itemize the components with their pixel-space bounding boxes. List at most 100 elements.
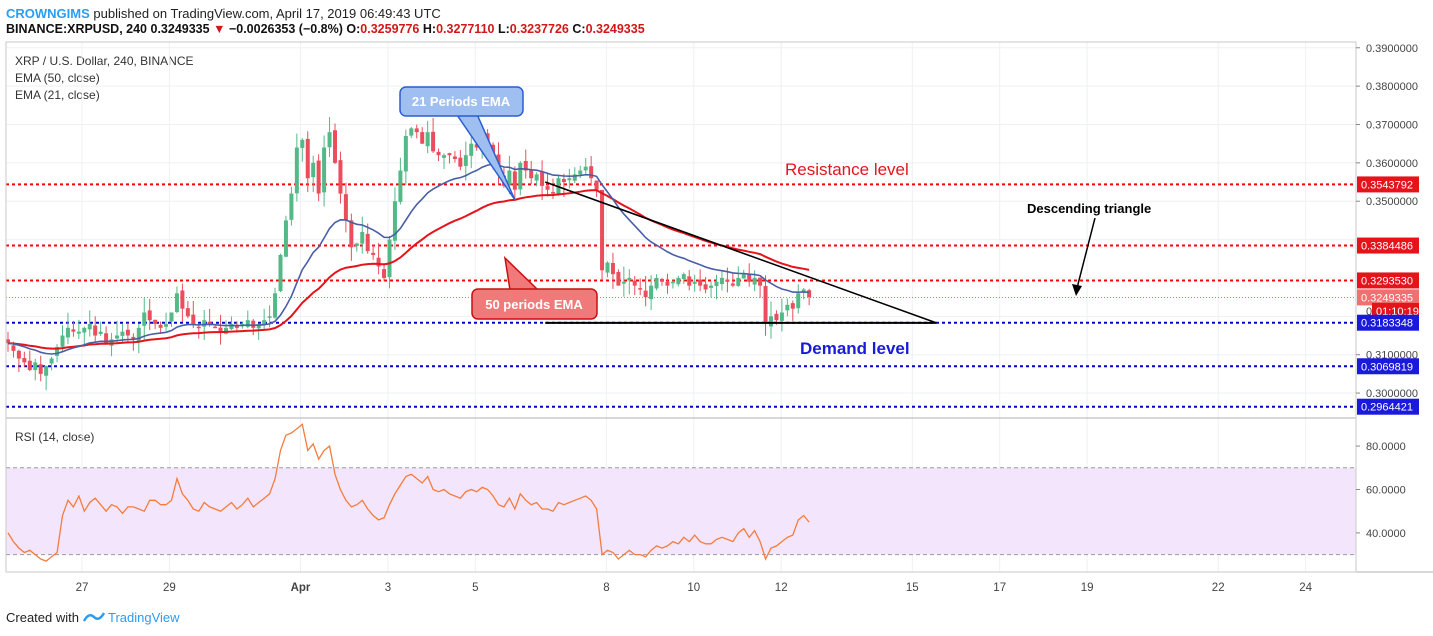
- candle-body: [545, 186, 550, 190]
- candle-body: [267, 316, 272, 318]
- candle-body: [322, 147, 327, 193]
- candle-body: [583, 166, 588, 171]
- candle-body: [87, 324, 92, 330]
- candle-body: [654, 277, 659, 289]
- candle-body: [725, 279, 730, 282]
- candle-body: [790, 303, 795, 309]
- candle-body: [300, 139, 305, 148]
- candle-body: [507, 170, 512, 185]
- candle-body: [218, 327, 223, 332]
- candle-body: [649, 285, 654, 300]
- candle-body: [343, 194, 348, 221]
- author-name[interactable]: CROWNGIMS: [6, 6, 90, 21]
- rsi-tick-label: 60.0000: [1366, 484, 1406, 496]
- legend-ema21[interactable]: EMA (21, close): [15, 88, 100, 102]
- ema21-callout: 21 Periods EMA: [399, 86, 524, 201]
- price-tag-label: 0.3069819: [1361, 361, 1413, 373]
- candle-body: [49, 358, 54, 364]
- tradingview-logo-icon: [82, 611, 105, 626]
- candle-body: [779, 312, 784, 321]
- price-tag-box: [1357, 289, 1419, 306]
- candle-body: [714, 281, 719, 287]
- candle-body: [316, 160, 321, 194]
- low-label: L:: [497, 22, 510, 36]
- price-tag-box: [1357, 237, 1419, 254]
- price-axis: 0.3900000 0.3800000 0.3700000 0.3600000 0.35…: [1356, 43, 1418, 400]
- candle-body: [763, 286, 768, 324]
- price-tag-box: [1357, 176, 1419, 193]
- candle-body: [136, 327, 141, 342]
- candle-body: [518, 162, 523, 190]
- candle-body: [11, 345, 16, 351]
- triangle-upper-line: [544, 181, 937, 324]
- y-tick-label: 0.3700000: [1366, 119, 1418, 131]
- candle-body: [245, 320, 250, 327]
- ema50-callout-text: 50 periods EMA: [485, 297, 583, 312]
- ema50-line: [7, 189, 810, 350]
- price-tag-label: 0.3183348: [1361, 318, 1413, 330]
- candle-body: [289, 193, 294, 220]
- legend-rsi[interactable]: RSI (14, close): [15, 430, 95, 444]
- ema50-callout: 50 periods EMA: [471, 255, 598, 320]
- candle-body: [796, 293, 801, 309]
- candle-body: [758, 277, 763, 286]
- candle-body: [681, 274, 686, 279]
- candle-body: [311, 162, 316, 178]
- candle-body: [229, 324, 234, 330]
- y-tick-label: 0.3600000: [1366, 158, 1418, 170]
- candle-body: [16, 350, 21, 359]
- candle-body: [436, 151, 441, 156]
- resistance-label: Resistance level: [785, 160, 909, 179]
- tradingview-brand[interactable]: TradingView: [108, 610, 180, 625]
- rsi-line-group: [6, 423, 1356, 562]
- candle-body: [736, 277, 741, 286]
- y-tick-label: 0.3900000: [1366, 43, 1418, 55]
- legend-ema50[interactable]: EMA (50, close): [15, 71, 100, 85]
- price-tag-box: [1357, 358, 1419, 375]
- candle-body: [98, 331, 103, 335]
- candle-body: [698, 279, 703, 286]
- candle-body: [27, 360, 32, 371]
- x-tick-label: 3: [385, 582, 391, 594]
- candle-body: [93, 325, 98, 336]
- candle-body: [349, 220, 354, 248]
- x-tick-label: 19: [1081, 582, 1094, 594]
- down-arrow-icon: ▼: [213, 22, 226, 36]
- candle-body: [338, 160, 343, 194]
- candle-body: [158, 324, 163, 328]
- candle-body: [180, 290, 185, 309]
- candle-body: [403, 136, 408, 172]
- candle-body: [719, 277, 724, 285]
- candle-body: [420, 132, 425, 144]
- created-with-text: Created with: [6, 610, 79, 625]
- candle-body: [387, 239, 392, 278]
- candle-body: [120, 331, 125, 336]
- y-tick-label: 0.3800000: [1366, 81, 1418, 93]
- ema-lines: [7, 163, 810, 355]
- candle-body: [76, 331, 81, 334]
- candle-body: [452, 156, 457, 160]
- candle-body: [747, 274, 752, 282]
- candle-body: [392, 201, 397, 241]
- candle-body: [610, 263, 615, 275]
- published-text: published on TradingView.com, April 17, …: [93, 6, 441, 21]
- candle-body: [741, 274, 746, 279]
- candle-body: [22, 358, 27, 363]
- x-tick-label: Apr: [291, 582, 311, 594]
- x-tick-label: 29: [163, 582, 176, 594]
- candle-body: [327, 132, 332, 148]
- rsi-axis: 80.0000 60.0000 40.0000: [1356, 441, 1406, 540]
- candle-body: [371, 252, 376, 255]
- y-tick-label: 0.3500000: [1366, 196, 1418, 208]
- candle-body: [185, 308, 190, 317]
- x-tick-label: 24: [1299, 582, 1312, 594]
- candle-body: [431, 131, 436, 152]
- open-value: 0.3259776: [360, 22, 420, 36]
- candle-body: [578, 170, 583, 175]
- candle-body: [33, 362, 38, 371]
- candle-body: [153, 319, 158, 324]
- candle-body: [224, 327, 228, 334]
- candle-body: [442, 155, 446, 158]
- candle-body: [523, 160, 528, 171]
